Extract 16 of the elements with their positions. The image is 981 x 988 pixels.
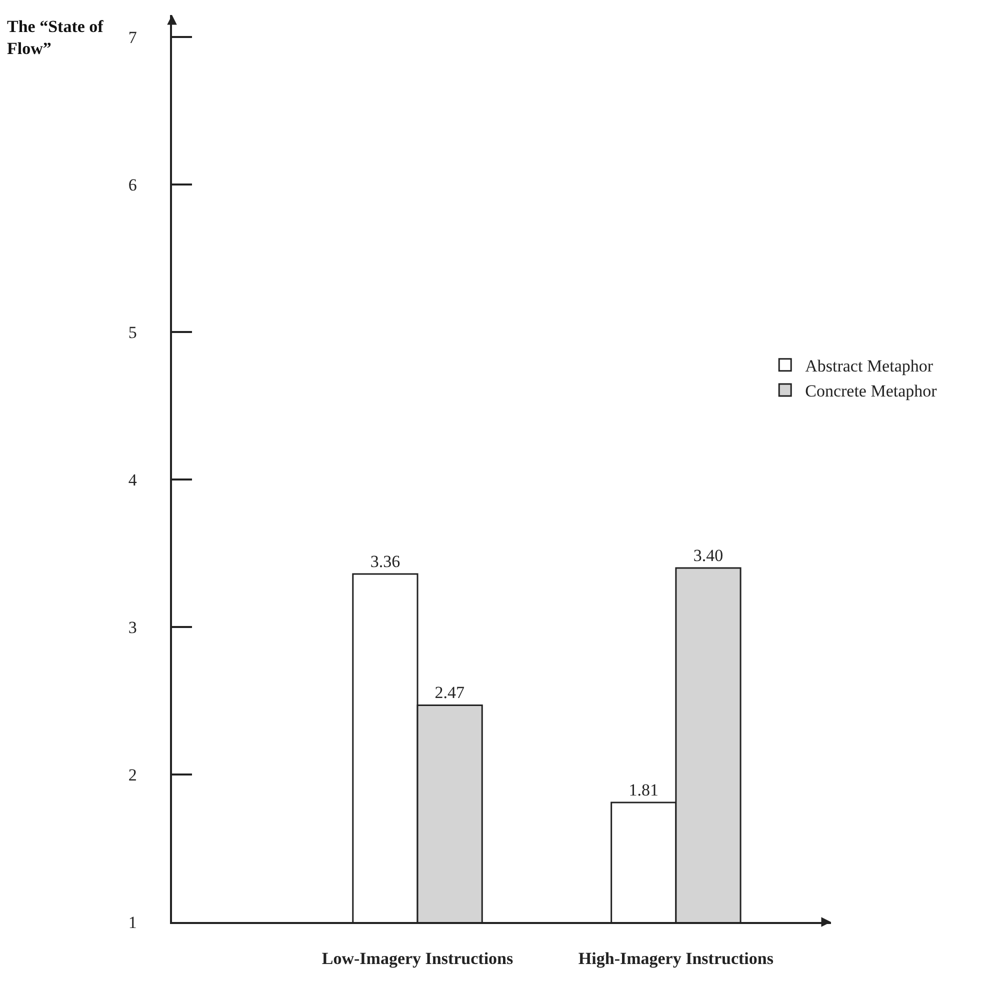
y-tick-label: 7	[128, 28, 138, 48]
y-tick-label: 6	[128, 176, 137, 195]
y-tick-label: 4	[128, 470, 138, 490]
data-label: 2.47	[434, 683, 465, 702]
y-tick-label: 5	[128, 323, 137, 342]
y-tick-label: 1	[128, 912, 137, 932]
data-label: 1.81	[628, 780, 659, 800]
legend-label: Concrete Metaphor	[805, 382, 938, 401]
y-tick-label: 3	[128, 618, 137, 637]
x-tick-label: High-Imagery Instructions	[578, 949, 774, 968]
legend-label: Abstract Metaphor	[805, 356, 934, 376]
data-label: 3.40	[693, 546, 724, 566]
data-label: 3.36	[370, 552, 400, 571]
y-tick-label: 2	[128, 765, 137, 784]
x-tick-label: Low-Imagery Instructions	[322, 949, 514, 968]
y-axis-title: The “State of Flow”	[7, 17, 104, 58]
